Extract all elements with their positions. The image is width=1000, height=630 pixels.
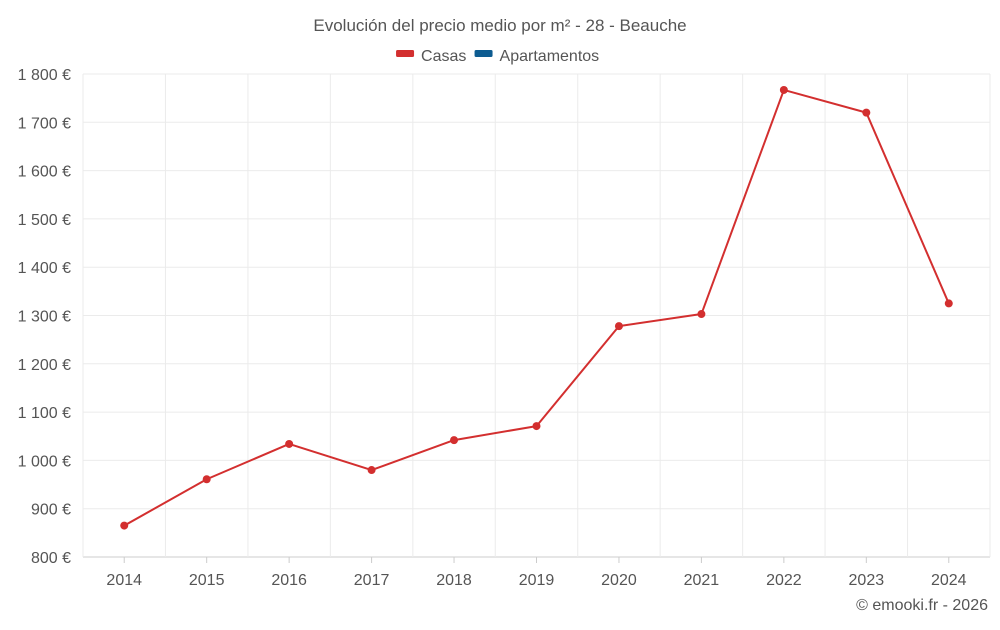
data-point: [862, 108, 871, 117]
legend-item: Casas: [396, 48, 466, 65]
data-point: [285, 439, 294, 448]
data-point: [614, 322, 623, 331]
y-tick-label: 1 000 €: [18, 453, 71, 470]
legend: Casas Apartamentos: [396, 48, 599, 65]
axes: 800 € 900 € 1 000 € 1 100 € 1 200 € 1 300 € 1 …: [18, 67, 967, 589]
y-tick-label: 1 700 €: [18, 115, 71, 132]
x-tick-label: 2017: [354, 572, 390, 589]
x-tick-label: 2020: [601, 572, 637, 589]
x-tick-label: 2018: [436, 572, 472, 589]
legend-swatch: [474, 50, 493, 57]
data-point: [944, 299, 953, 308]
chart-title: Evolución del precio medio por m² - 28 -…: [313, 16, 686, 35]
x-tick-label: 2014: [106, 572, 142, 589]
x-tick-label: 2024: [931, 572, 967, 589]
y-tick-label: 900 €: [31, 502, 71, 519]
legend-label: Apartamentos: [500, 48, 600, 65]
x-tick-label: 2016: [271, 572, 307, 589]
data-point: [120, 521, 129, 530]
x-tick-label: 2023: [849, 572, 885, 589]
y-tick-label: 1 300 €: [18, 309, 71, 326]
y-tick-label: 800 €: [31, 550, 71, 567]
y-tick-label: 1 600 €: [18, 164, 71, 181]
y-tick-label: 1 800 €: [18, 67, 71, 84]
data-point: [697, 310, 706, 319]
series: [120, 85, 953, 530]
y-tick-label: 1 100 €: [18, 405, 71, 422]
data-point: [367, 466, 376, 475]
y-tick-label: 1 400 €: [18, 260, 71, 277]
x-tick-label: 2022: [766, 572, 802, 589]
x-tick-label: 2019: [519, 572, 555, 589]
legend-label: Casas: [421, 48, 466, 65]
credit-text: © emooki.fr - 2026: [856, 597, 988, 614]
grid: [82, 73, 991, 558]
x-tick-label: 2015: [189, 572, 225, 589]
data-point: [202, 475, 211, 484]
legend-item: Apartamentos: [474, 48, 600, 65]
data-point: [532, 422, 541, 431]
legend-swatch: [396, 50, 415, 57]
y-tick-label: 1 500 €: [18, 212, 71, 229]
y-tick-label: 1 200 €: [18, 357, 71, 374]
data-point: [450, 436, 459, 445]
data-point: [779, 85, 788, 94]
x-tick-label: 2021: [684, 572, 720, 589]
